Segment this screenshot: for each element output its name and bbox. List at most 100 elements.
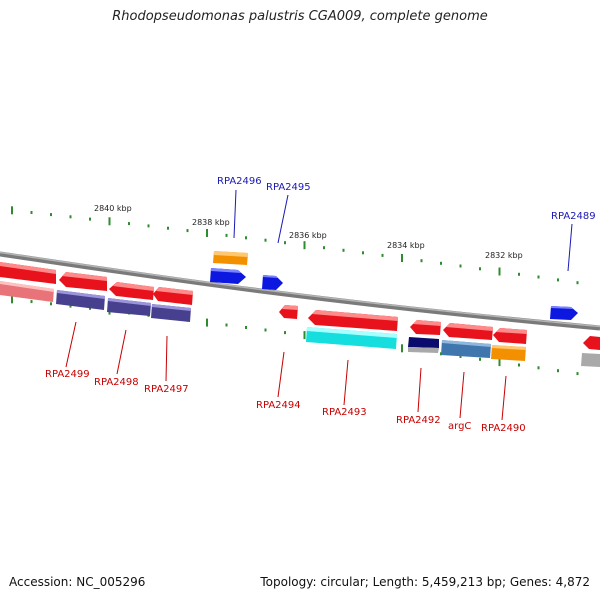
outer-ruler-tick	[537, 275, 540, 279]
outer-ruler-tick	[89, 217, 91, 221]
inner-ruler-tick	[440, 352, 442, 356]
inner-ruler-tick	[303, 331, 306, 340]
outer-ruler-tick	[245, 236, 247, 240]
gene-label-RPA2497[interactable]: RPA2497	[144, 384, 189, 395]
forward-strand-genes	[210, 251, 578, 320]
inner-ruler-tick	[11, 295, 13, 304]
gene-RPA2490-red[interactable]	[493, 328, 527, 344]
outer-ruler-tick	[401, 254, 403, 262]
outer-ruler-tick	[440, 261, 442, 265]
gene-RPA2489[interactable]	[550, 306, 578, 320]
outer-ruler-tick	[147, 224, 150, 228]
gene-label-RPA2492[interactable]: RPA2492	[396, 415, 441, 426]
gene-label-RPA2493[interactable]: RPA2493	[322, 407, 367, 418]
inner-ruler-tick	[245, 326, 247, 329]
outer-ruler-tick	[342, 248, 345, 252]
gene-RPA2497-purple-a[interactable]	[107, 298, 151, 316]
gene-RPA2493[interactable]	[306, 327, 397, 349]
outer-ruler-tick	[518, 272, 520, 276]
outer-ruler-tick	[108, 217, 111, 226]
gene-RPA2493-red[interactable]	[308, 310, 398, 331]
ruler-label-2838: 2838 kbp	[192, 218, 230, 227]
outer-ruler-tick	[225, 233, 228, 237]
gene-label-RPA2495[interactable]: RPA2495	[266, 182, 311, 193]
outer-ruler-tick	[206, 229, 208, 237]
gene-RPA2495[interactable]	[262, 275, 283, 290]
outer-ruler-tick	[128, 222, 130, 226]
inner-ruler-tick	[206, 318, 208, 327]
gene-label-argC[interactable]: argC	[448, 421, 471, 432]
gene-RPA2496[interactable]	[213, 251, 248, 265]
genome-summary-text: Topology: circular; Length: 5,459,213 bp…	[260, 575, 590, 589]
ruler-label-2834: 2834 kbp	[387, 241, 425, 250]
gene-RPA2497[interactable]	[151, 304, 191, 322]
gene-label-RPA2494[interactable]: RPA2494	[256, 400, 301, 411]
gene-RPA2497-red-a[interactable]	[109, 282, 154, 300]
inner-ruler-tick	[89, 306, 91, 310]
gene-argC[interactable]	[441, 340, 491, 358]
inner-ruler-tick	[30, 300, 33, 304]
inner-ruler-tick	[50, 302, 52, 306]
gene-label-RPA2490[interactable]: RPA2490	[481, 423, 526, 434]
inner-ruler-tick	[498, 358, 501, 367]
inner-ruler-tick	[518, 363, 520, 367]
outer-ruler-tick	[303, 241, 306, 250]
gene-RPA2497-red-b[interactable]	[153, 287, 193, 305]
gene-edge-grey[interactable]	[581, 353, 600, 367]
gene-label-RPA2489[interactable]: RPA2489	[551, 211, 596, 222]
inner-ruler-tick	[225, 323, 228, 327]
gene-RPA2492[interactable]	[408, 337, 439, 353]
outer-ruler-tick	[381, 253, 384, 257]
genome-backbone	[0, 251, 600, 331]
genome-title: Rhodopseudomonas palustris CGA009, compl…	[112, 9, 488, 24]
outer-ruler-tick	[167, 226, 169, 230]
outer-ruler-tick	[186, 229, 189, 233]
inner-ruler-tick	[557, 369, 559, 373]
outer-ruler-tick	[557, 278, 559, 282]
outer-ruler-tick	[576, 281, 579, 285]
gene-RPA2498-red[interactable]	[59, 272, 107, 291]
ruler-label-2836: 2836 kbp	[289, 231, 327, 240]
outer-ruler-tick	[459, 264, 462, 268]
outer-ruler-tick	[264, 238, 267, 242]
outer-ruler-tick	[362, 251, 364, 255]
gene-RPA2490[interactable]	[491, 345, 526, 361]
inner-ruler-tick	[576, 372, 579, 376]
inner-ruler-tick	[401, 344, 403, 353]
gene-label-RPA2496[interactable]: RPA2496	[217, 176, 262, 187]
inner-ruler-tick	[479, 357, 481, 361]
outer-ruler-tick	[420, 259, 423, 263]
ruler-label-2832: 2832 kbp	[485, 251, 523, 260]
gene-edge-red[interactable]	[583, 336, 600, 350]
gene-RPA2499-salmon[interactable]	[0, 281, 54, 302]
outer-ruler-tick	[50, 213, 52, 217]
accession-text: Accession: NC_005296	[9, 575, 146, 589]
gene-RPA2494[interactable]	[279, 305, 298, 319]
gene-label-RPA2499[interactable]: RPA2499	[45, 369, 90, 380]
inner-ruler-tick	[69, 304, 72, 308]
outer-ruler-tick	[11, 206, 13, 215]
outer-ruler-tick	[498, 267, 501, 276]
genome-backbone-highlight	[0, 251, 600, 328]
outer-ruler-tick	[30, 211, 33, 214]
gene-RPA2499[interactable]	[0, 262, 56, 284]
inner-ruler-tick	[459, 355, 462, 358]
inner-ruler-tick	[264, 328, 267, 332]
gene-RPA2492-red[interactable]	[410, 320, 441, 335]
ruler-label-2840: 2840 kbp	[94, 204, 132, 213]
outer-ruler-tick	[479, 267, 481, 271]
gene-RPA2496-blue[interactable]	[210, 268, 246, 284]
reverse-strand-genes	[0, 262, 600, 367]
gene-RPA2498[interactable]	[56, 290, 105, 310]
label-connectors	[65, 189, 573, 421]
outer-ruler-tick	[284, 241, 286, 245]
gene-label-RPA2498[interactable]: RPA2498	[94, 377, 139, 388]
gene-argC-red[interactable]	[443, 323, 493, 340]
outer-ruler-ticks	[11, 206, 579, 285]
outer-ruler-tick	[69, 215, 72, 219]
outer-ruler-tick	[323, 246, 325, 250]
inner-ruler-tick	[537, 366, 540, 370]
inner-ruler-tick	[284, 331, 286, 335]
